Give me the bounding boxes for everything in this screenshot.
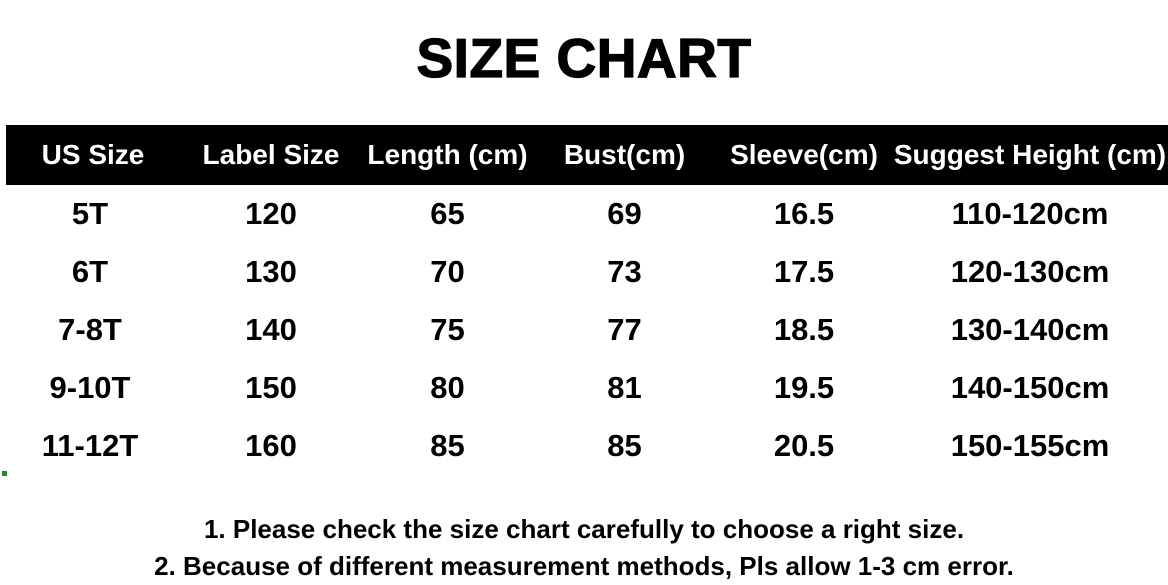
header-label-size: Label Size: [202, 139, 340, 170]
cell-suggest-height: 130-140cm: [950, 312, 1110, 347]
header-us-size: US Size: [41, 139, 145, 170]
cell-label-size: 160: [245, 428, 297, 463]
cell-length: 70: [430, 254, 465, 289]
cell-length: 85: [430, 428, 465, 463]
cell-length: 80: [430, 370, 465, 405]
header-length-cm: Length (cm): [367, 139, 528, 170]
cell-label-size: 150: [245, 370, 297, 405]
cell-suggest-height: 110-120cm: [951, 196, 1109, 231]
size-table-body: 5T 120 65 69 16.5 110-120cm 6T 130 70 73…: [0, 185, 1168, 475]
cell-bust: 85: [607, 428, 642, 463]
cell-us-size: 5T: [71, 196, 109, 231]
note-line: 2. Because of different measurement meth…: [154, 551, 1014, 581]
cell-length: 75: [430, 312, 465, 347]
table-row: 7-8T 140 75 77 18.5 130-140cm: [0, 301, 1168, 359]
cell-us-size: 6T: [71, 254, 109, 289]
cell-label-size: 120: [245, 196, 297, 231]
header-suggest-height-cm: Suggest Height (cm): [893, 139, 1167, 170]
cell-suggest-height: 140-150cm: [950, 370, 1110, 405]
cell-label-size: 130: [245, 254, 297, 289]
cell-bust: 77: [607, 312, 642, 347]
cell-label-size: 140: [245, 312, 297, 347]
header-sleeve-cm: Sleeve(cm): [730, 139, 878, 170]
cell-sleeve: 16.5: [773, 196, 835, 231]
cell-bust: 81: [607, 370, 642, 405]
cell-sleeve: 17.5: [773, 254, 835, 289]
green-pixel-artifact: [2, 471, 7, 476]
cell-length: 65: [430, 196, 465, 231]
table-row: 11-12T 160 85 85 20.5 150-155cm: [0, 417, 1168, 475]
cell-suggest-height: 120-130cm: [950, 254, 1110, 289]
table-row: 5T 120 65 69 16.5 110-120cm: [0, 185, 1168, 243]
size-table-header-row: US Size Label Size Length (cm) Bust(cm) …: [6, 125, 1168, 185]
cell-us-size: 7-8T: [58, 312, 122, 347]
page-title: SIZE CHART: [416, 26, 752, 89]
header-bust-cm: Bust(cm): [563, 139, 686, 170]
note-line: 1. Please check the size chart carefully…: [203, 514, 965, 544]
footnotes: 1. Please check the size chart carefully…: [0, 511, 1168, 585]
cell-sleeve: 20.5: [773, 428, 835, 463]
cell-sleeve: 18.5: [773, 312, 835, 347]
table-row: 9-10T 150 80 81 19.5 140-150cm: [0, 359, 1168, 417]
cell-sleeve: 19.5: [773, 370, 835, 405]
cell-bust: 73: [607, 254, 642, 289]
cell-bust: 69: [607, 196, 642, 231]
cell-us-size: 11-12T: [41, 428, 139, 463]
table-row: 6T 130 70 73 17.5 120-130cm: [0, 243, 1168, 301]
cell-suggest-height: 150-155cm: [950, 428, 1110, 463]
cell-us-size: 9-10T: [49, 370, 131, 405]
